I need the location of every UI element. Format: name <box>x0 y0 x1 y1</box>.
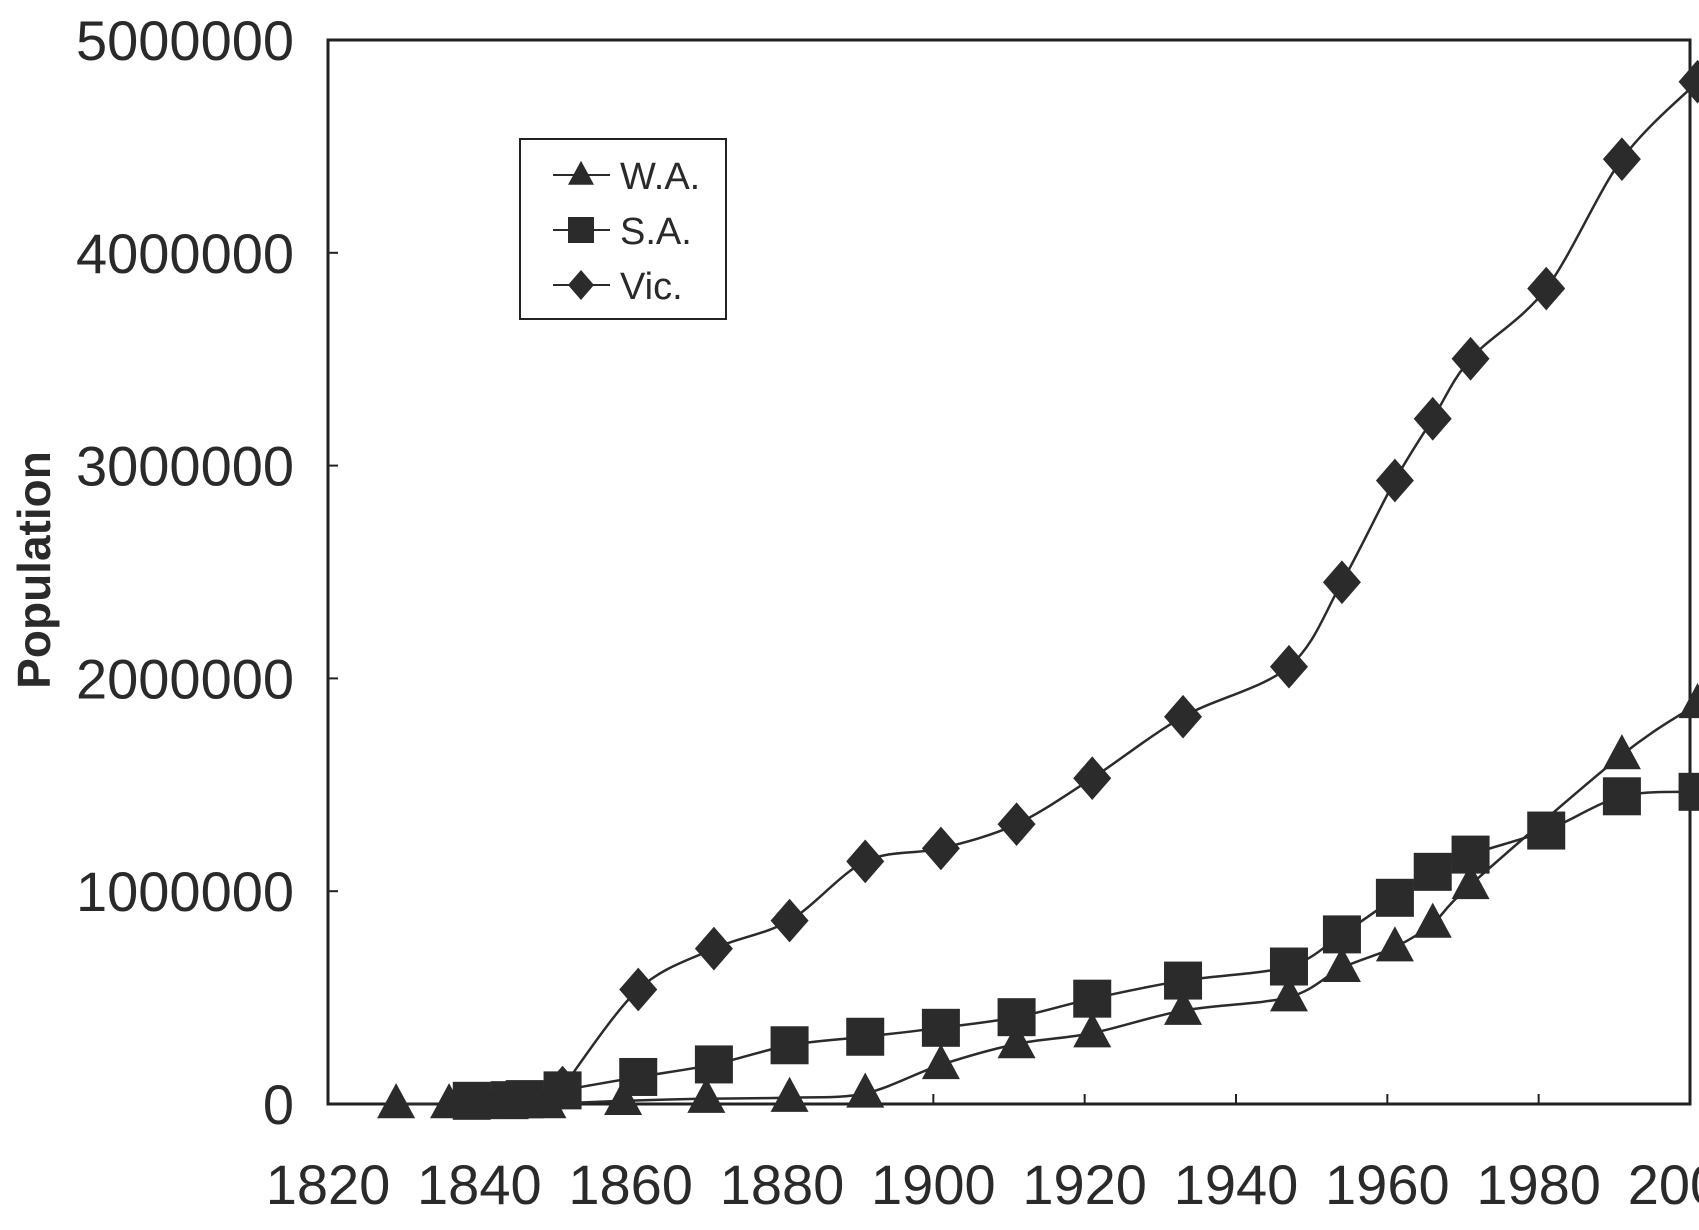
x-tick-label: 1860 <box>568 1153 693 1216</box>
data-point <box>1451 835 1490 874</box>
data-point <box>997 1023 1036 1059</box>
series-wa <box>377 683 1699 1119</box>
data-point <box>997 998 1036 1037</box>
data-point <box>1073 756 1112 801</box>
x-tick-label: 2000 <box>1628 1153 1699 1216</box>
data-point <box>694 1045 733 1084</box>
data-point <box>377 1083 416 1119</box>
data-point <box>619 967 658 1012</box>
legend-items: W.A. S.A. Vic. <box>553 156 700 308</box>
data-point <box>846 1072 885 1108</box>
x-tick-label: 1820 <box>266 1153 391 1216</box>
x-tick-label: 1980 <box>1476 1153 1601 1216</box>
series-line <box>396 702 1699 1106</box>
data-point <box>1164 694 1203 739</box>
y-axis-title: Population <box>8 451 60 689</box>
data-point <box>604 1079 643 1116</box>
data-point <box>997 802 1036 847</box>
data-point <box>1073 979 1112 1018</box>
data-point <box>1678 59 1699 104</box>
series-vic <box>543 59 1699 1110</box>
plot-area <box>326 38 1692 1106</box>
data-point <box>1602 734 1641 770</box>
data-point <box>1322 560 1361 605</box>
x-tick-label: 1960 <box>1325 1153 1450 1216</box>
y-axis-ticks: 0 1000000 2000000 3000000 4000000 5000000 <box>76 9 338 1136</box>
x-tick-label: 1920 <box>1022 1153 1147 1216</box>
data-point <box>1375 926 1414 962</box>
data-point <box>1413 902 1452 938</box>
data-point <box>1451 336 1490 381</box>
data-point <box>1413 852 1452 891</box>
x-axis-ticks: 1820 1840 1860 1880 1900 1920 1940 1960 1980 2000 <box>266 1094 1699 1216</box>
x-tick-label: 1880 <box>720 1153 845 1216</box>
legend-label: Vic. <box>620 266 683 308</box>
data-point <box>921 826 960 871</box>
data-point <box>1413 396 1452 441</box>
data-point <box>1073 1012 1112 1048</box>
y-tick-label: 1000000 <box>76 860 294 923</box>
data-point <box>1527 266 1566 311</box>
data-point <box>1602 777 1641 816</box>
data-point <box>770 898 809 943</box>
data-point <box>687 1077 726 1113</box>
data-point <box>694 926 733 971</box>
data-point <box>619 1057 658 1096</box>
data-point <box>1269 644 1308 689</box>
series-line <box>561 80 1699 1089</box>
series-layer <box>377 59 1699 1120</box>
legend-marker <box>568 217 594 243</box>
legend-label: S.A. <box>620 211 692 253</box>
data-point <box>1269 976 1308 1012</box>
data-point <box>1322 915 1361 954</box>
legend-marker <box>568 160 594 185</box>
data-point <box>543 1065 582 1110</box>
y-tick-label: 4000000 <box>76 222 294 285</box>
y-tick-label: 0 <box>263 1073 294 1136</box>
data-point <box>1678 772 1699 811</box>
data-point <box>1375 878 1414 917</box>
data-point <box>1678 683 1699 719</box>
data-point <box>1375 458 1414 503</box>
series-sa <box>452 772 1699 1120</box>
data-point <box>921 1008 960 1047</box>
series-line <box>471 790 1698 1103</box>
data-point <box>452 1081 491 1120</box>
data-point <box>1164 961 1203 1000</box>
data-point <box>846 1017 885 1056</box>
data-point <box>1269 947 1308 986</box>
x-tick-label: 1900 <box>871 1153 996 1216</box>
data-point <box>846 839 885 884</box>
data-point <box>921 1043 960 1080</box>
legend-marker <box>568 270 594 300</box>
data-point <box>1322 946 1361 983</box>
data-point <box>1451 863 1490 900</box>
data-point <box>1527 811 1566 850</box>
legend: W.A. S.A. Vic. <box>519 138 727 320</box>
x-tick-label: 1840 <box>417 1153 542 1216</box>
data-point <box>770 1076 809 1112</box>
data-point <box>505 1080 544 1119</box>
y-tick-label: 5000000 <box>76 9 294 72</box>
data-point <box>770 1026 809 1065</box>
legend-label: W.A. <box>620 156 700 198</box>
y-tick-label: 2000000 <box>76 647 294 710</box>
y-tick-label: 3000000 <box>76 435 294 498</box>
data-point <box>1164 989 1203 1025</box>
data-point <box>1602 137 1641 182</box>
x-tick-label: 1940 <box>1174 1153 1299 1216</box>
